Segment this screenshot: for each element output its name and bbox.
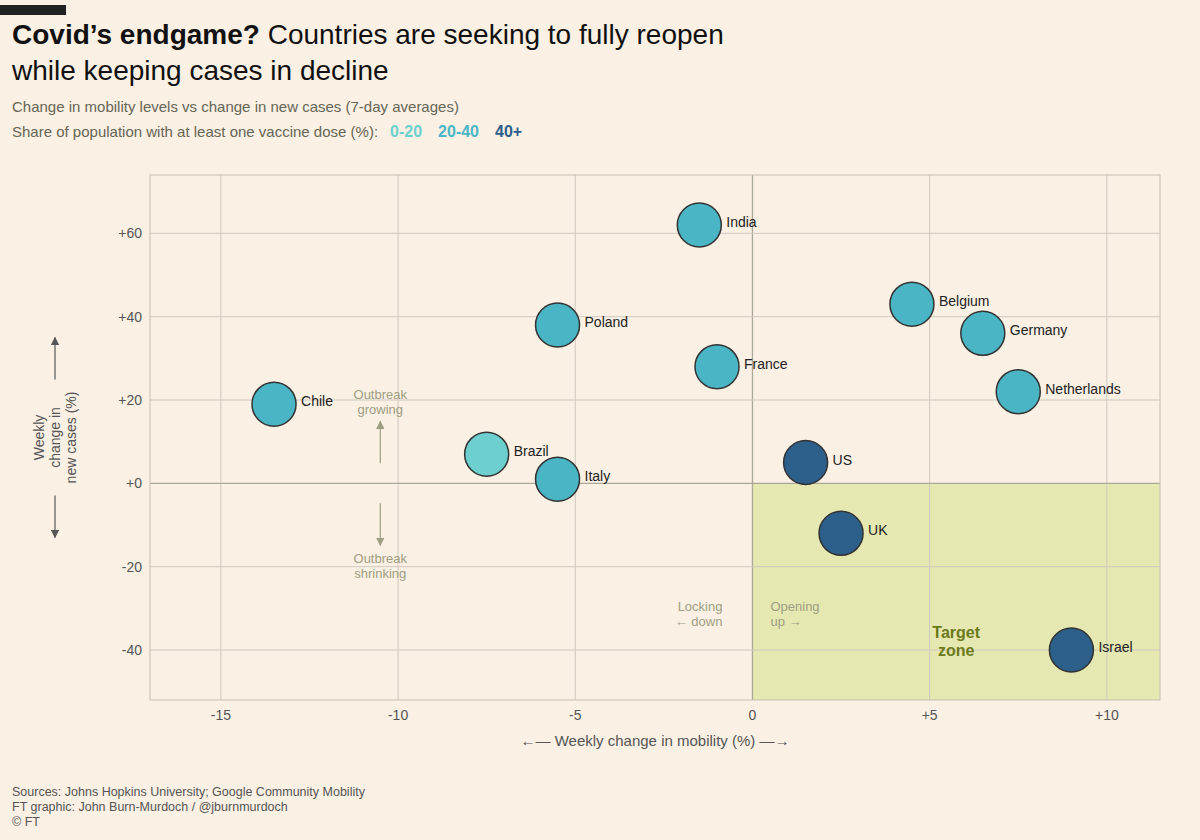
x-tick-label: +10 xyxy=(1095,707,1119,723)
y-tick-label: +40 xyxy=(118,309,142,325)
country-label: US xyxy=(833,452,852,468)
grid-line xyxy=(150,566,1160,567)
legend-entry: 0-20 xyxy=(390,123,422,140)
legend-entry: 40+ xyxy=(495,123,522,140)
text-line: © FT xyxy=(12,815,40,829)
annotation: Outbreakgrowing xyxy=(354,387,408,417)
country-label: UK xyxy=(868,522,888,538)
text-line: growing xyxy=(358,402,404,417)
y-tick-label: +0 xyxy=(126,475,142,491)
y-tick-label: +20 xyxy=(118,392,142,408)
country-label: Poland xyxy=(585,314,629,330)
plot-frame xyxy=(150,175,1160,700)
grid-line xyxy=(150,650,1160,651)
brand-bar xyxy=(0,5,66,15)
target-zone xyxy=(752,483,1160,700)
subtitle: Change in mobility levels vs change in n… xyxy=(12,98,459,115)
chart: Covid’s endgame? Countries are seeking t… xyxy=(0,0,1200,840)
y-axis-label: Weeklychange innew cases (%) xyxy=(31,392,79,484)
y-tick-label: -20 xyxy=(122,559,142,575)
annotation: Locking← down xyxy=(675,599,723,629)
annotation: Outbreakshrinking xyxy=(354,551,408,581)
bubble xyxy=(1049,628,1093,672)
text-line: Locking xyxy=(678,599,723,614)
text-line: shrinking xyxy=(354,566,406,581)
bubble xyxy=(677,203,721,247)
text-line: Weekly xyxy=(31,415,47,461)
title: Covid’s endgame? Countries are seeking t… xyxy=(12,19,724,50)
text-line: FT graphic: John Burn-Murdoch / @jburnmu… xyxy=(12,800,288,814)
text-line: ← down xyxy=(675,614,723,629)
grid-line xyxy=(150,233,1160,234)
x-tick-label: -10 xyxy=(388,707,408,723)
x-tick-label: 0 xyxy=(749,707,757,723)
bubbles xyxy=(252,203,1093,672)
text-line: zone xyxy=(938,642,975,659)
bubble xyxy=(819,511,863,555)
bubble xyxy=(996,370,1040,414)
text-line: Outbreak xyxy=(354,387,408,402)
country-label: Italy xyxy=(585,468,611,484)
text-line: up → xyxy=(770,614,801,629)
country-label: Germany xyxy=(1010,322,1068,338)
country-label: Belgium xyxy=(939,293,990,309)
x-tick-label: -15 xyxy=(211,707,231,723)
country-label: Chile xyxy=(301,393,333,409)
y-tick-label: -40 xyxy=(122,642,142,658)
subtitle: Share of population with at least one va… xyxy=(12,123,378,140)
country-label: Israel xyxy=(1098,639,1132,655)
country-label: France xyxy=(744,356,788,372)
annotation: Targetzone xyxy=(932,624,980,659)
grid-line xyxy=(150,316,1160,317)
bubble xyxy=(465,432,509,476)
bubble xyxy=(784,441,828,485)
title-bold: Covid’s endgame? xyxy=(12,19,260,50)
grid-line xyxy=(929,175,930,700)
axis-arrow xyxy=(54,338,55,380)
text-line: Opening xyxy=(770,599,819,614)
title-rest: Countries are seeking to fully reopen xyxy=(260,19,724,50)
grid-line xyxy=(752,175,753,700)
country-label: India xyxy=(726,214,757,230)
legend: 0-20 20-40 40+ xyxy=(390,123,522,140)
country-label: Brazil xyxy=(514,443,549,459)
annotation-arrow xyxy=(380,503,381,545)
x-axis-label: ←— Weekly change in mobility (%) —→ xyxy=(521,732,790,749)
text-line: change in xyxy=(47,407,63,468)
text-line: Outbreak xyxy=(354,551,408,566)
text-line: new cases (%) xyxy=(63,392,79,484)
grid-line xyxy=(398,175,399,700)
annotation: Openingup → xyxy=(770,599,819,629)
axis-arrow xyxy=(54,496,55,538)
bubble xyxy=(695,345,739,389)
bubble xyxy=(536,303,580,347)
background xyxy=(0,0,1200,840)
bubble xyxy=(890,282,934,326)
bubble xyxy=(536,457,580,501)
grid-line xyxy=(220,175,221,700)
source: Sources: Johns Hopkins University; Googl… xyxy=(12,785,366,829)
legend-entry: 20-40 xyxy=(438,123,479,140)
x-tick-label: +5 xyxy=(922,707,938,723)
country-label: Netherlands xyxy=(1045,381,1121,397)
bubble xyxy=(961,311,1005,355)
grid-line xyxy=(1106,175,1107,700)
annotation-arrow xyxy=(380,421,381,463)
title-line2: while keeping cases in decline xyxy=(11,55,389,86)
grid-line xyxy=(150,483,1160,484)
grid-line xyxy=(575,175,576,700)
text-line: Target xyxy=(932,624,980,641)
x-tick-label: -5 xyxy=(569,707,582,723)
bubble xyxy=(252,382,296,426)
plot-area xyxy=(150,175,1160,700)
text-line: Sources: Johns Hopkins University; Googl… xyxy=(12,785,366,799)
country-labels: Brazil India Poland France Belgium Germany Net… xyxy=(301,214,1133,655)
y-tick-label: +60 xyxy=(118,225,142,241)
